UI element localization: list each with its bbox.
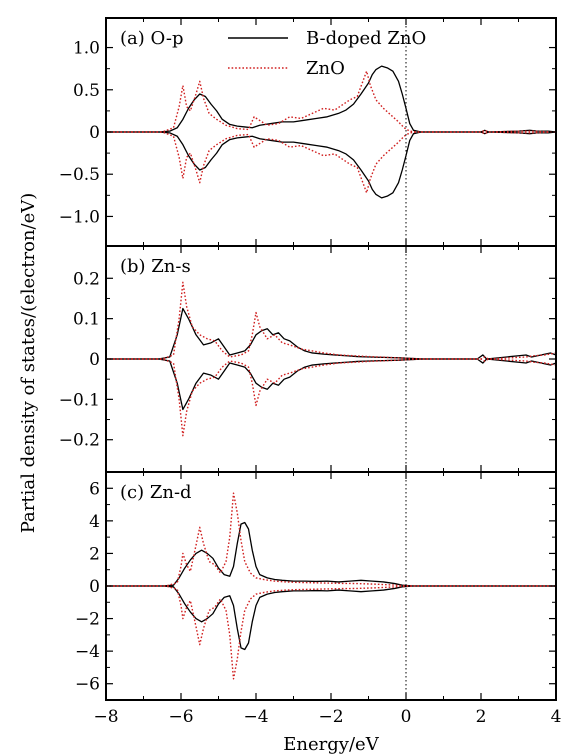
panel-frame	[105, 471, 557, 701]
legend-label: B-doped ZnO	[306, 28, 426, 49]
curves	[106, 65, 556, 199]
x-tick-label: −2	[318, 707, 343, 727]
panels-group: −1.0 −0.5 0 0.5 1.0 (a) O-p −0.2 −0.1 0 0.1 0.2 (b)…	[59, 17, 562, 727]
y-tick-label: 4	[89, 512, 100, 532]
y-tick-label: 0.2	[73, 269, 100, 289]
y-tick-label: 0	[89, 123, 100, 143]
panel-1: −1.0 −0.5 0 0.5 1.0 (a) O-p	[59, 17, 557, 247]
panel-label: (c) Zn-d	[120, 482, 192, 503]
panel-2: −0.2 −0.1 0 0.1 0.2 (b) Zn-s	[59, 245, 557, 473]
series-b-doped-zno-up-line	[106, 521, 556, 587]
legend-label: ZnO	[306, 58, 345, 79]
y-tick-label: 0.1	[73, 310, 100, 330]
x-tick-label: −4	[243, 707, 268, 727]
y-tick-label: 0	[89, 577, 100, 597]
y-tick-label: −0.5	[59, 165, 100, 185]
panel-label: (b) Zn-s	[120, 256, 191, 277]
series-b-doped-zno-down-line	[106, 358, 556, 411]
curves	[106, 281, 556, 437]
curves	[106, 492, 556, 680]
x-tick-label: 2	[476, 707, 487, 727]
x-tick-label: 0	[401, 707, 412, 727]
series-zno-up-line	[106, 492, 556, 587]
y-tick-label: 0	[89, 350, 100, 370]
y-tick-label: −4	[75, 642, 100, 662]
y-tick-label: 2	[89, 544, 100, 564]
series-b-doped-zno-down-line	[106, 131, 556, 199]
y-tick-label: −0.1	[59, 390, 100, 410]
x-axis-title: Energy/eV	[283, 734, 379, 755]
series-zno-down-line	[106, 358, 556, 437]
y-tick-label: 0.5	[73, 81, 100, 101]
series-zno-down-line	[106, 131, 556, 194]
panel-label: (a) O-p	[120, 28, 184, 49]
series-zno-down-line	[106, 585, 556, 680]
y-tick-label: 1.0	[73, 39, 100, 59]
y-tick-label: −0.2	[59, 431, 100, 451]
series-zno-up-line	[106, 70, 556, 133]
x-tick-label: −6	[168, 707, 193, 727]
panel-3: −6 −4 −2 0 2 4 6 (c) Zn-d	[75, 471, 557, 701]
x-tick-label: 4	[551, 707, 562, 727]
y-tick-label: −2	[75, 610, 100, 630]
series-b-doped-zno-down-line	[106, 585, 556, 651]
y-tick-label: −1.0	[59, 207, 100, 227]
y-axis-title: Partial density of states/(electron/eV)	[18, 193, 39, 534]
y-tick-label: 6	[89, 479, 100, 499]
legend: B-doped ZnO ZnO	[228, 28, 426, 79]
series-b-doped-zno-up-line	[106, 307, 556, 360]
x-tick-label: −8	[93, 707, 118, 727]
y-tick-label: −6	[75, 675, 100, 695]
